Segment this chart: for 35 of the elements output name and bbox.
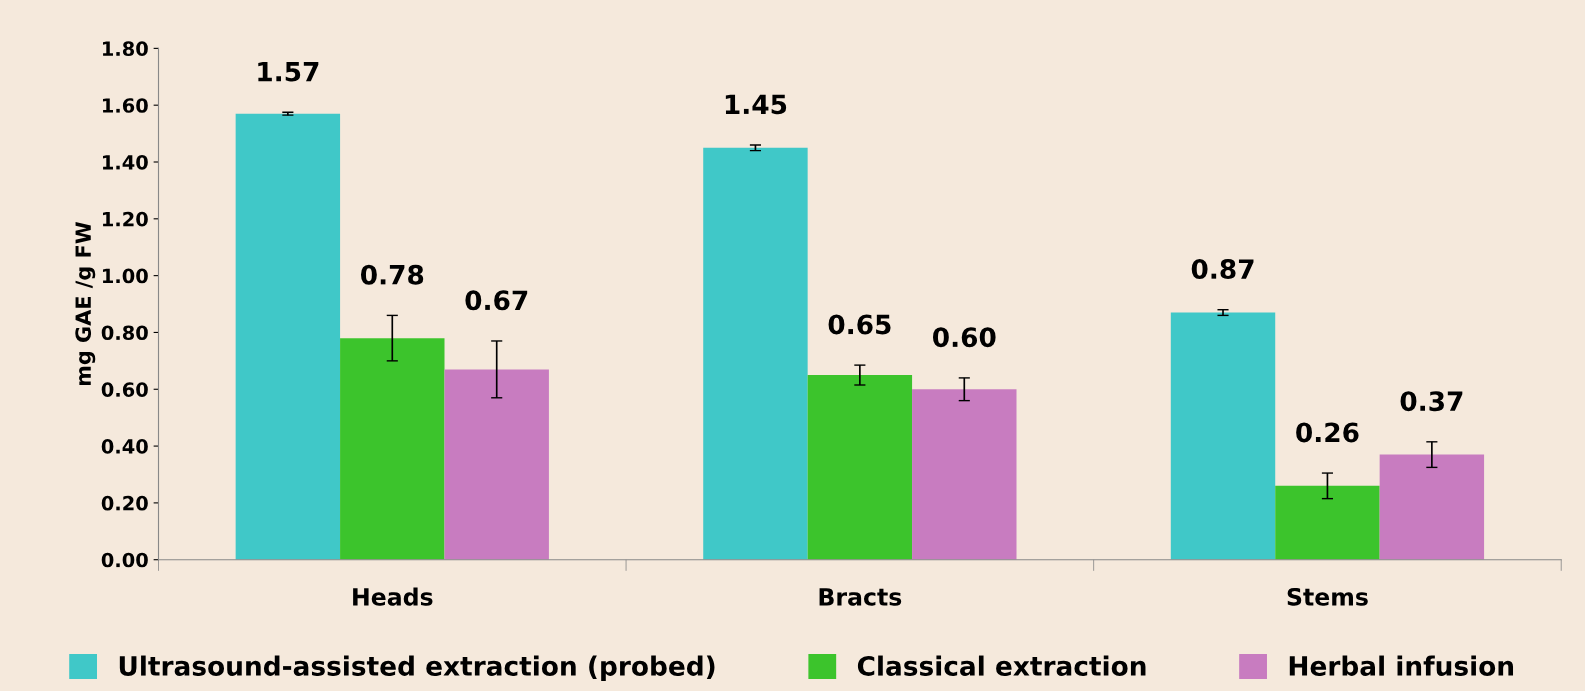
bar xyxy=(912,389,1017,560)
x-tick-label: Heads xyxy=(353,587,433,606)
data-label: 0.65 xyxy=(828,314,891,335)
data-label: 0.60 xyxy=(933,327,996,348)
y-tick-label: 1.80 xyxy=(103,41,148,57)
bar xyxy=(1379,454,1485,560)
y-tick-label: 1.60 xyxy=(103,98,148,113)
bar xyxy=(807,375,913,560)
legend-label: Herbal infusion xyxy=(1289,655,1514,676)
data-label: 0.26 xyxy=(1296,422,1359,443)
data-label: 0.87 xyxy=(1191,259,1254,280)
data-label: 1.45 xyxy=(725,94,787,115)
bar xyxy=(1170,312,1276,560)
bar xyxy=(444,369,549,560)
y-tick-label: 0.40 xyxy=(101,439,148,454)
legend-label: Ultrasound-assisted extraction (probed) xyxy=(119,655,715,682)
y-tick-label: 0.80 xyxy=(101,325,148,341)
x-tick-label: Bracts xyxy=(819,588,902,606)
data-label: 0.37 xyxy=(1400,391,1463,412)
bar xyxy=(340,338,445,560)
y-tick-label: 0.60 xyxy=(101,382,148,397)
y-tick-label: 0.00 xyxy=(101,552,148,568)
bar xyxy=(1275,485,1380,560)
legend-label: Classical extraction xyxy=(857,655,1146,676)
y-tick-label: 1.20 xyxy=(103,211,148,227)
data-label: 1.57 xyxy=(258,61,319,82)
data-label: 0.67 xyxy=(465,290,528,311)
y-tick-label: 1.40 xyxy=(103,154,148,170)
y-axis-title: mg GAE /g FW xyxy=(75,221,96,386)
bar xyxy=(235,113,341,560)
y-tick-label: 1.00 xyxy=(103,268,148,284)
bar xyxy=(703,147,808,560)
y-tick-label: 0.20 xyxy=(101,495,148,511)
x-tick-label: Stems xyxy=(1287,587,1368,606)
data-label: 0.78 xyxy=(361,264,424,285)
